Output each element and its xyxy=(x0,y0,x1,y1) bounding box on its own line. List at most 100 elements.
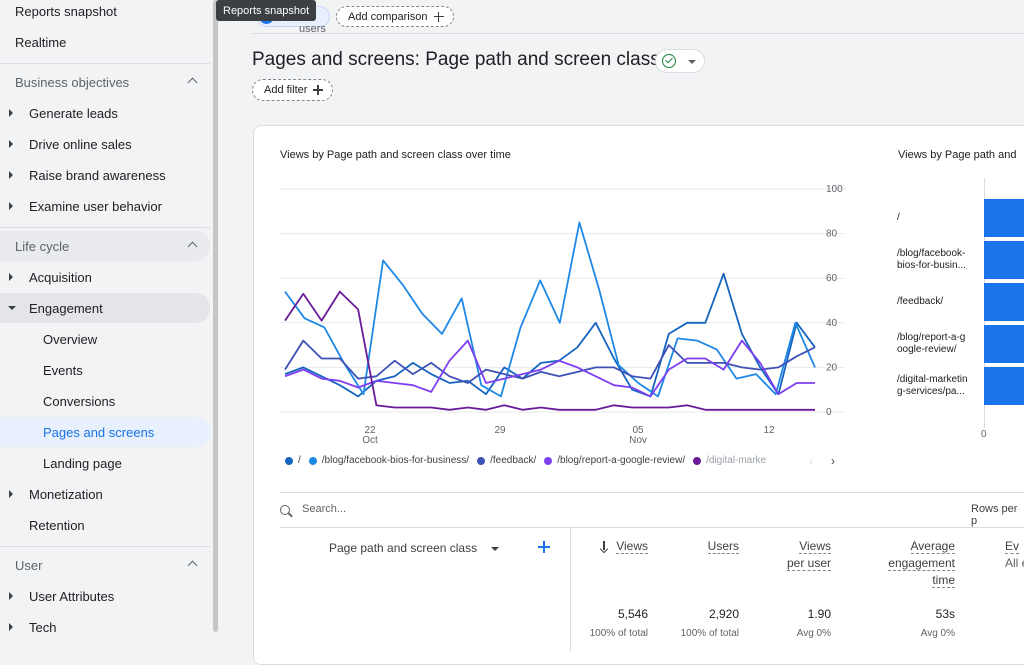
nav-drive-online-sales[interactable]: Drive online sales xyxy=(0,129,210,159)
legend-label: /digital-marke xyxy=(706,455,767,466)
nav-tech[interactable]: Tech xyxy=(0,612,210,642)
nav-label: Retention xyxy=(29,517,85,533)
plus-icon xyxy=(433,11,444,22)
nav-overview[interactable]: Overview xyxy=(0,324,210,354)
legend-dot xyxy=(308,456,317,465)
nav-label: Landing page xyxy=(43,455,122,471)
nav-user-attributes[interactable]: User Attributes xyxy=(0,581,210,611)
column-header-label: Average xyxy=(910,539,955,554)
nav-generate-leads[interactable]: Generate leads xyxy=(0,98,210,128)
caret-right-icon xyxy=(9,171,13,179)
total-avg-engagement-time-sub: Avg 0% xyxy=(920,628,955,639)
legend-prev-icon[interactable]: ‹ xyxy=(809,454,813,468)
column-header-avg-engagement-time[interactable]: Average engagement time xyxy=(855,538,955,589)
column-header-users[interactable]: Users xyxy=(658,538,739,555)
tooltip: Reports snapshot xyxy=(216,0,317,21)
legend-label: /blog/report-a-google-review/ xyxy=(557,455,686,466)
nav-label: Events xyxy=(43,362,83,378)
add-filter-button[interactable]: Add filter xyxy=(252,79,334,101)
nav-engagement[interactable]: Engagement xyxy=(0,293,210,323)
bar[interactable] xyxy=(984,367,1024,405)
nav-events[interactable]: Events xyxy=(0,355,210,385)
nav-label: Conversions xyxy=(43,393,116,409)
column-header-label: time xyxy=(932,573,955,588)
legend-dot xyxy=(285,456,293,465)
bar-label-line: oogle-review/ xyxy=(897,344,957,355)
section-user[interactable]: User xyxy=(0,550,210,580)
nav-reports-snapshot[interactable]: Reports snapshot xyxy=(0,0,210,26)
bar[interactable] xyxy=(984,325,1024,363)
bar-x-tick: 0 xyxy=(981,429,987,440)
bar-label-line: bios-for-busin... xyxy=(897,260,966,271)
sidebar-scrollbar[interactable] xyxy=(213,0,218,632)
data-quality-status-button[interactable] xyxy=(655,49,705,73)
legend-item[interactable]: / xyxy=(285,455,301,466)
dimension-dropdown-icon[interactable] xyxy=(491,547,499,551)
column-header-label: per user xyxy=(786,556,831,571)
nav-acquisition[interactable]: Acquisition xyxy=(0,262,210,292)
nav-examine-user-behavior[interactable]: Examine user behavior xyxy=(0,191,210,221)
caret-right-icon xyxy=(9,202,13,210)
divider xyxy=(0,227,210,228)
nav-raise-brand-awareness[interactable]: Raise brand awareness xyxy=(0,160,210,190)
nav-conversions[interactable]: Conversions xyxy=(0,386,210,416)
bar-label: /feedback/ xyxy=(897,296,981,308)
sidebar-nav: Reports snapshot Realtime Business objec… xyxy=(0,0,214,651)
dimension-header[interactable]: Page path and screen class xyxy=(329,541,478,555)
header-divider xyxy=(252,33,1024,34)
nav-retention[interactable]: Retention xyxy=(0,510,210,540)
chart-legend: / /blog/facebook-bios-for-business/ /fee… xyxy=(285,455,774,466)
nav-label: Generate leads xyxy=(29,105,118,121)
legend-label: / xyxy=(298,455,301,466)
total-avg-engagement-time: 53s xyxy=(935,607,955,621)
section-business-objectives[interactable]: Business objectives xyxy=(0,67,210,97)
bar[interactable] xyxy=(984,199,1024,237)
legend-item[interactable]: /blog/report-a-google-review/ xyxy=(544,455,685,466)
bar[interactable] xyxy=(984,241,1024,279)
legend-label: /blog/facebook-bios-for-business/ xyxy=(321,455,470,466)
nav-label: Engagement xyxy=(29,300,103,316)
legend-label: /feedback/ xyxy=(490,455,537,466)
bar-label-line: /blog/facebook- xyxy=(897,248,966,259)
column-header-label: engagement xyxy=(888,556,955,571)
column-header-views[interactable]: Views xyxy=(567,538,648,555)
nav-label: User Attributes xyxy=(29,588,115,604)
search-input[interactable]: Search... xyxy=(302,503,347,515)
column-header-events[interactable]: Ev All e xyxy=(1005,538,1024,572)
add-dimension-icon[interactable] xyxy=(538,541,550,553)
column-header-label: Ev xyxy=(1005,539,1020,554)
bar-label: / xyxy=(897,212,981,224)
nav-label: Realtime xyxy=(15,34,67,50)
nav-label: Monetization xyxy=(29,486,103,502)
add-comparison-button[interactable]: Add comparison xyxy=(336,6,454,27)
column-header-label: Views xyxy=(616,539,648,554)
nav-label: Raise brand awareness xyxy=(29,167,166,183)
nav-realtime[interactable]: Realtime xyxy=(0,27,210,57)
legend-item[interactable]: /digital-marke xyxy=(693,455,766,466)
plus-icon xyxy=(313,85,324,95)
bar-label: /digital-marketin g-services/pa... xyxy=(897,374,981,398)
section-title: Life cycle xyxy=(15,238,70,254)
table-top-divider xyxy=(280,492,1024,493)
caret-right-icon xyxy=(9,273,13,281)
dropdown-arrow-icon xyxy=(688,60,696,64)
section-life-cycle[interactable]: Life cycle xyxy=(0,231,210,261)
chevron-up-icon xyxy=(187,560,198,571)
nav-landing-page[interactable]: Landing page xyxy=(0,448,210,478)
nav-monetization[interactable]: Monetization xyxy=(0,479,210,509)
nav-label: Acquisition xyxy=(29,269,92,285)
total-views-sub: 100% of total xyxy=(589,628,648,639)
bar[interactable] xyxy=(984,283,1024,321)
legend-item[interactable]: /blog/facebook-bios-for-business/ xyxy=(308,455,470,466)
rows-per-page-label: Rows per p xyxy=(971,503,1018,527)
column-header-views-per-user[interactable]: Views per user xyxy=(750,538,831,572)
line-chart-title: Views by Page path and screen class over… xyxy=(280,149,511,161)
legend-item[interactable]: /feedback/ xyxy=(477,455,536,466)
total-views-per-user: 1.90 xyxy=(807,607,831,621)
caret-down-icon xyxy=(8,306,16,310)
nav-pages-and-screens[interactable]: Pages and screens xyxy=(0,417,210,447)
legend-next-icon[interactable]: › xyxy=(831,454,835,468)
column-header-label: Views xyxy=(799,539,831,554)
caret-right-icon xyxy=(9,109,13,117)
sort-descending-icon[interactable] xyxy=(600,541,608,553)
